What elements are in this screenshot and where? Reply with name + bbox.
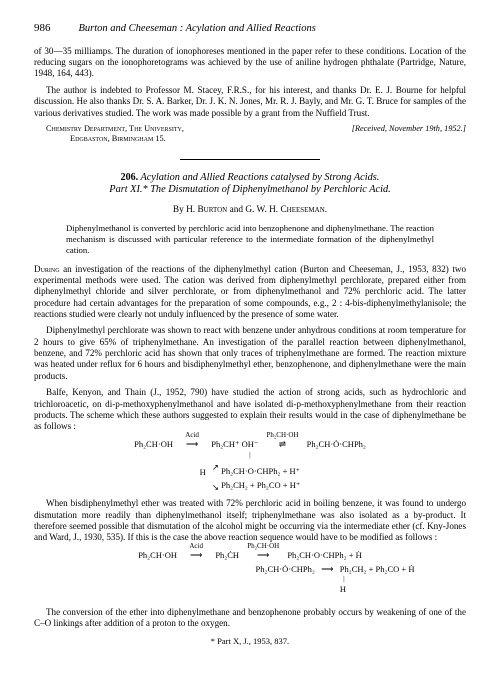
body-para-1-lead: During (34, 264, 60, 274)
section-divider (180, 159, 320, 160)
article-title-block: 206. Acylation and Allied Reactions cata… (34, 172, 466, 198)
equilibrium-arrow-icon: Ph₂CH·OH⇌ (260, 438, 304, 452)
body-para-4: When bisdiphenylmethyl ether was treated… (34, 498, 466, 543)
scheme2-intermediate: Ph₂ĊH (215, 550, 239, 560)
reaction-scheme-2: Ph₂CH·OH Acid⟶ Ph₂ĊH Ph₂CH·OH⟶ Ph₂CH·O·C… (34, 549, 466, 601)
and-label: and (230, 205, 243, 215)
address-line-2: Edgbaston, Birmingham 15. (70, 134, 184, 144)
body-para-1: During an investigation of the reactions… (34, 264, 466, 321)
running-title: Burton and Cheeseman : Acylation and All… (79, 22, 316, 35)
arrow-icon: Acid⟶ (179, 549, 213, 563)
author-1: H. Burton (186, 205, 227, 215)
body-para-1-text: an investigation of the reactions of the… (34, 264, 466, 319)
body-para-5: The conversion of the ether into dipheny… (34, 607, 466, 630)
scheme2-reactant: Ph₂CH·OH (138, 550, 177, 560)
body-para-2: Diphenylmethyl perchlorate was shown to … (34, 325, 466, 382)
article-number: 206. (121, 172, 139, 183)
abstract: Diphenylmethanol is converted by perchlo… (66, 223, 434, 256)
body-para-3: Balfe, Kenyon, and Thain (J., 1952, 790)… (34, 387, 466, 432)
address-block: Chemistry Department, The University, Ed… (46, 124, 466, 145)
scheme2-intermediate-2: Ph₂CH·Ȯ·CHPh₂ (256, 564, 315, 574)
by-label: By (173, 205, 184, 215)
scheme2-product-2: Ph₂CH₂ + Ph₂CO + Ḣ (340, 564, 415, 574)
authors-line: By H. Burton and G. W. H. Cheeseman. (34, 205, 466, 217)
scheme1-intermediate-1: Ph₂CH⁺ OH⁻ (211, 439, 258, 449)
scheme1-product-upper: Ph₂CH·O·CHPh₂ + H⁺ (221, 466, 300, 476)
scheme2-h-label: H (220, 583, 466, 597)
prev-article-acknowledgement: The author is indebted to Professor M. S… (34, 85, 466, 119)
article-title-line-2: Part XI.* The Dismutation of Diphenylmet… (109, 184, 390, 195)
address-line-1: Chemistry Department, The University, (46, 124, 184, 134)
reaction-scheme-1: Ph₂CH·OH Acid⟶ Ph₂CH⁺ OH⁻ Ph₂CH·OH⇌ Ph₂C… (34, 438, 466, 493)
received-date: [Received, November 19th, 1952.] (352, 124, 466, 145)
arrow-icon: Ph₂CH·OH⟶ (241, 549, 285, 563)
prev-article-para-1: of 30—35 milliamps. The duration of iono… (34, 46, 466, 80)
scheme1-reactant: Ph₂CH·OH (134, 439, 173, 449)
arrow-icon: ⟶ (321, 564, 333, 574)
article-title-line-1: Acylation and Allied Reactions catalysed… (140, 172, 379, 183)
arrow-icon: Acid⟶ (175, 438, 209, 452)
footnote: * Part X, J., 1953, 837. (34, 636, 466, 647)
page-number: 986 (34, 22, 51, 36)
scheme1-product-lower: Ph₂CH₂ + Ph₂CO + H⁺ (221, 480, 300, 490)
scheme2-product-1: Ph₂CH·O·CHPh₂ + Ḣ (287, 550, 361, 560)
author-2: G. W. H. Cheeseman. (245, 205, 327, 215)
